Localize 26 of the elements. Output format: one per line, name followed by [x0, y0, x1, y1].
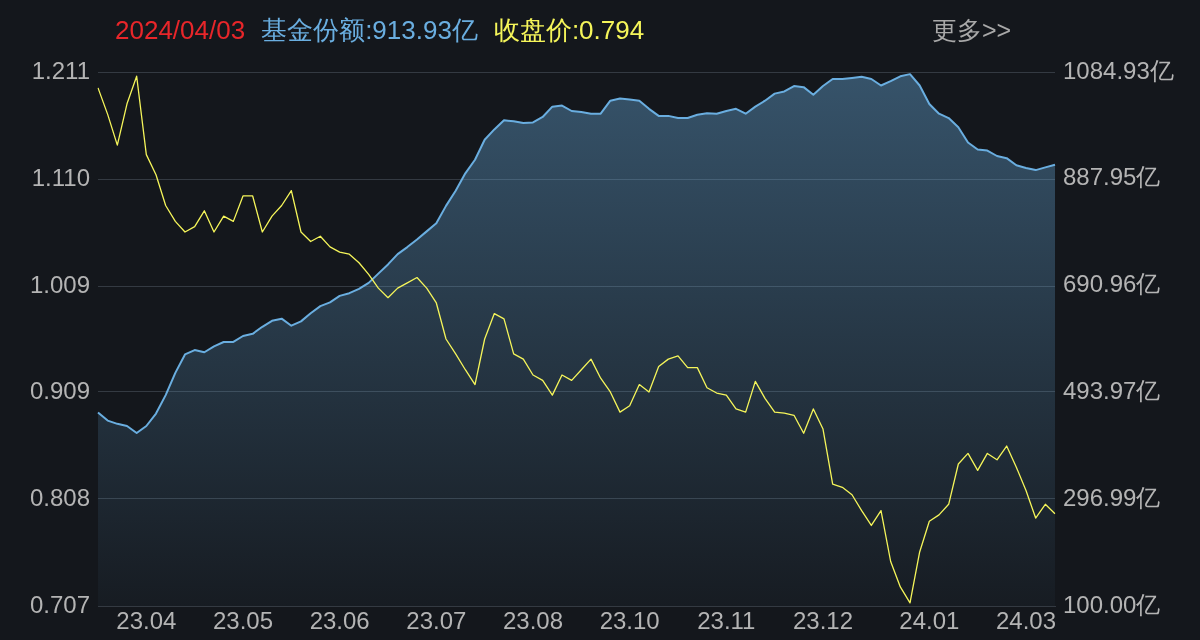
y-tick-label: 1.110 — [31, 163, 90, 191]
y-tick-label: 1.211 — [31, 56, 90, 84]
y2-tick-label: 100.00亿 — [1063, 590, 1161, 618]
x-tick-label: 23.05 — [212, 607, 274, 635]
x-tick-label: 24.03 — [995, 607, 1057, 635]
x-tick-label: 23.04 — [116, 607, 177, 635]
y2-tick-label: 493.97亿 — [1063, 377, 1161, 405]
x-tick-label: 23.08 — [502, 607, 564, 635]
x-tick-label: 23.06 — [309, 607, 370, 635]
y-tick-label: 1.009 — [29, 270, 90, 298]
y2-tick-label: 296.99亿 — [1063, 483, 1161, 511]
text: 基金份额:913.93亿 — [261, 13, 478, 47]
y-tick-label: 0.707 — [29, 590, 90, 618]
y-tick-label: 0.808 — [29, 483, 90, 511]
x-tick-label: 24.01 — [899, 607, 960, 635]
chart-title: 2024/04/03 — [115, 14, 246, 46]
y-tick-label: 0.909 — [29, 376, 90, 404]
text: 更多>> — [932, 16, 1012, 44]
text: 收盘价:0.794 — [493, 13, 645, 47]
x-tick-label: 23.11 — [697, 607, 756, 635]
x-tick-label: 23.10 — [599, 607, 660, 635]
y2-tick-label: 1084.93亿 — [1063, 56, 1174, 84]
y2-tick-label: 690.96亿 — [1063, 270, 1161, 298]
x-tick-label: 23.07 — [406, 607, 467, 635]
y2-tick-label: 887.95亿 — [1063, 163, 1161, 191]
x-tick-label: 23.12 — [792, 607, 854, 635]
